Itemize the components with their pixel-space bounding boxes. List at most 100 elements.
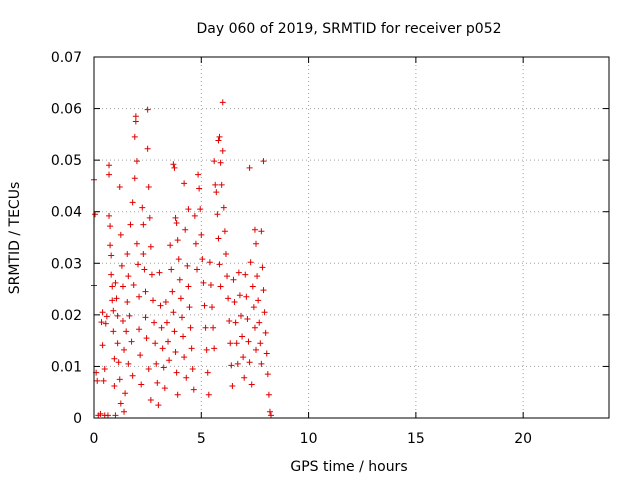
data-point bbox=[116, 376, 123, 383]
data-point bbox=[260, 287, 267, 294]
data-point bbox=[185, 283, 192, 290]
chart-title: Day 060 of 2019, SRMTID for receiver p05… bbox=[196, 21, 501, 37]
data-point bbox=[129, 199, 136, 206]
data-point bbox=[206, 259, 213, 266]
data-point bbox=[190, 386, 197, 393]
x-tick-label: 15 bbox=[407, 431, 425, 447]
data-point bbox=[200, 279, 207, 286]
data-point bbox=[215, 235, 222, 242]
data-point bbox=[112, 412, 119, 419]
x-axis-label: GPS time / hours bbox=[290, 459, 407, 475]
data-point bbox=[217, 283, 224, 290]
data-point bbox=[133, 158, 140, 165]
data-point bbox=[210, 324, 217, 331]
data-point bbox=[109, 283, 116, 290]
data-point bbox=[132, 113, 139, 120]
x-tick-label: 10 bbox=[300, 431, 318, 447]
data-point bbox=[132, 118, 139, 125]
data-point bbox=[114, 312, 121, 319]
data-point bbox=[222, 251, 229, 258]
data-point bbox=[221, 228, 228, 235]
y-tick-label: 0.07 bbox=[51, 50, 82, 66]
data-point bbox=[209, 304, 216, 311]
data-point bbox=[173, 369, 180, 376]
data-point bbox=[181, 180, 188, 187]
data-point bbox=[253, 346, 260, 353]
data-point bbox=[263, 350, 270, 357]
data-point bbox=[176, 276, 183, 283]
data-point bbox=[266, 408, 273, 415]
data-point bbox=[106, 212, 113, 219]
data-point bbox=[161, 385, 168, 392]
data-point bbox=[259, 264, 266, 271]
data-point bbox=[133, 240, 140, 247]
data-point bbox=[214, 211, 221, 218]
data-point bbox=[186, 304, 193, 311]
data-point bbox=[230, 276, 237, 283]
data-point bbox=[145, 183, 152, 190]
data-point bbox=[140, 251, 147, 258]
y-tick-labels: 0 0.01 0.02 0.03 0.04 0.05 0.06 0.07 bbox=[51, 50, 82, 427]
data-point bbox=[169, 288, 176, 295]
data-point bbox=[229, 383, 236, 390]
data-point bbox=[211, 345, 218, 352]
data-point bbox=[202, 324, 209, 331]
data-point bbox=[182, 226, 189, 233]
data-point bbox=[255, 297, 262, 304]
data-point bbox=[138, 381, 145, 388]
data-point bbox=[250, 304, 257, 311]
data-point bbox=[201, 302, 208, 309]
data-point bbox=[181, 354, 188, 361]
data-point bbox=[225, 295, 232, 302]
data-point bbox=[240, 354, 247, 361]
data-point bbox=[114, 340, 121, 347]
data-point bbox=[191, 212, 198, 219]
data-point bbox=[117, 400, 124, 407]
data-point bbox=[219, 99, 226, 106]
data-point bbox=[127, 221, 134, 228]
data-point bbox=[122, 390, 129, 397]
data-point bbox=[158, 324, 165, 331]
data-point bbox=[195, 171, 202, 178]
data-point bbox=[239, 333, 246, 340]
data-point bbox=[126, 312, 133, 319]
data-point bbox=[124, 251, 131, 258]
data-point bbox=[213, 189, 220, 196]
data-point bbox=[216, 261, 223, 268]
grid-lines bbox=[94, 57, 609, 418]
data-point bbox=[258, 360, 265, 367]
data-point bbox=[163, 319, 170, 326]
plot-frame bbox=[93, 56, 610, 419]
data-point bbox=[172, 214, 179, 221]
data-point bbox=[123, 328, 130, 335]
data-point bbox=[128, 338, 135, 345]
data-point bbox=[243, 293, 250, 300]
data-point bbox=[142, 288, 149, 295]
data-point bbox=[257, 340, 264, 347]
data-point bbox=[116, 183, 123, 190]
data-point bbox=[172, 348, 179, 355]
data-point bbox=[175, 256, 182, 263]
data-point bbox=[125, 273, 132, 280]
data-point bbox=[167, 242, 174, 249]
data-point bbox=[241, 374, 248, 381]
data-point bbox=[150, 297, 157, 304]
data-point bbox=[152, 340, 159, 347]
data-point bbox=[140, 221, 147, 228]
data-point bbox=[131, 175, 138, 182]
data-point bbox=[99, 342, 106, 349]
data-point bbox=[235, 269, 242, 276]
data-point bbox=[254, 273, 261, 280]
data-point bbox=[264, 371, 271, 378]
y-tick-label: 0.04 bbox=[51, 205, 82, 221]
data-point bbox=[134, 261, 141, 268]
data-point bbox=[187, 324, 194, 331]
data-point bbox=[198, 231, 205, 238]
data-point bbox=[121, 346, 128, 353]
data-point bbox=[256, 319, 263, 326]
data-point bbox=[118, 262, 125, 269]
data-point bbox=[110, 307, 117, 314]
data-point bbox=[113, 295, 120, 302]
data-point bbox=[211, 158, 218, 165]
data-point bbox=[162, 298, 169, 305]
